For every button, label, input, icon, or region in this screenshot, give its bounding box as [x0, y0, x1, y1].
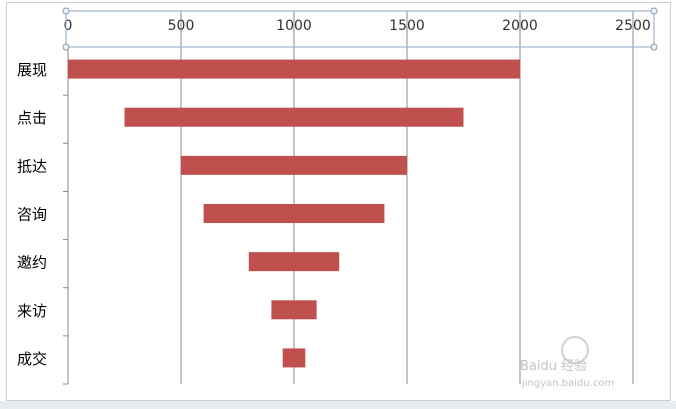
watermark: Baidu 经验 jingyan.baidu.com — [520, 336, 614, 389]
bar — [203, 204, 385, 223]
watermark-secondary: jingyan.baidu.com — [521, 378, 614, 389]
x-tick-label: 0 — [64, 18, 73, 34]
selection-handle[interactable] — [650, 43, 658, 51]
category-label: 抵达 — [17, 157, 47, 175]
x-tick-label: 1000 — [276, 18, 312, 34]
bar — [248, 252, 340, 272]
selection-handle[interactable] — [650, 7, 658, 15]
x-tick-label: 2000 — [502, 18, 538, 34]
category-label: 邀约 — [17, 254, 47, 272]
scrollbar-strip[interactable] — [0, 401, 676, 409]
category-label: 展现 — [17, 61, 47, 79]
bar — [124, 107, 464, 127]
axis-selection-box[interactable] — [65, 10, 655, 48]
bars — [68, 59, 520, 368]
x-tick-label: 2500 — [615, 18, 651, 34]
category-axis-ticks — [63, 94, 68, 385]
x-tick-label: 500 — [168, 18, 195, 34]
x-tick-label: 1500 — [389, 18, 425, 34]
selection-handle[interactable] — [62, 7, 70, 15]
watermark-primary: Baidu 经验 — [520, 358, 587, 374]
category-label: 成交 — [17, 350, 47, 368]
selection-handle[interactable] — [62, 43, 70, 51]
bar — [282, 348, 306, 368]
bar — [68, 59, 520, 79]
bar — [181, 155, 407, 175]
x-axis-tick-labels: 0 500 1000 1500 2000 2500 — [64, 18, 651, 34]
bar — [271, 300, 317, 320]
category-label: 咨询 — [17, 206, 47, 224]
category-label: 来访 — [17, 302, 47, 320]
category-label: 点击 — [17, 109, 47, 127]
paw-icon — [561, 336, 589, 364]
